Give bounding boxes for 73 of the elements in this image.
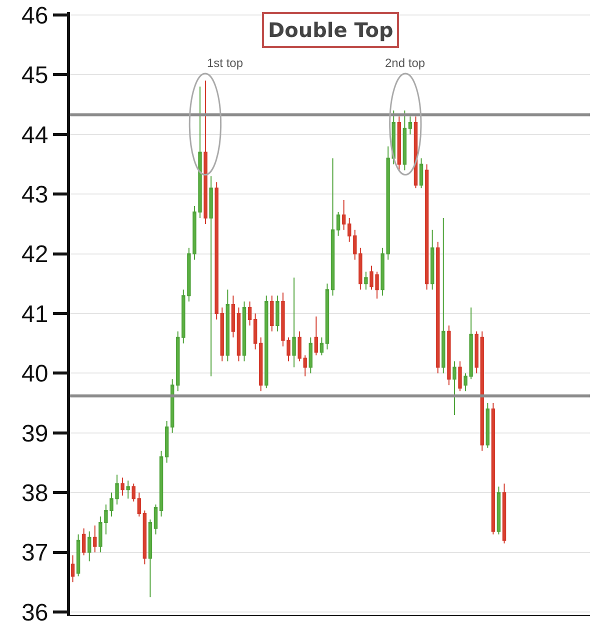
annotation: 1st top (207, 56, 244, 70)
y-tick-label: 38 (21, 480, 48, 508)
candlestick (142, 510, 147, 565)
candlestick (292, 277, 296, 368)
candlestick (408, 116, 412, 135)
y-tick-label: 43 (21, 181, 48, 208)
annotation: 2nd top (385, 56, 426, 70)
candlestick (148, 518, 152, 598)
candlestick (424, 164, 429, 290)
candlestick (93, 524, 97, 553)
candlestick (348, 217, 352, 242)
candlestick (502, 483, 506, 544)
candlestick (330, 158, 335, 296)
candlestick (442, 217, 446, 374)
candlestick (308, 336, 312, 374)
candlestick (82, 528, 86, 556)
candlestick (164, 420, 169, 464)
y-tick-label: 46 (21, 2, 48, 30)
candlestick (170, 378, 174, 434)
candlestick (452, 360, 456, 416)
candlestick (154, 504, 158, 535)
candlestick (320, 336, 324, 356)
candlestick (259, 336, 263, 392)
candlestick (436, 241, 440, 374)
candlestick (132, 483, 136, 502)
y-tick-label: 41 (21, 300, 48, 328)
candlestick (159, 450, 164, 517)
candlestick (474, 330, 478, 374)
candlestick (137, 492, 141, 517)
candlestick (480, 330, 484, 452)
candlestick (204, 80, 208, 224)
y-tick-label: 45 (21, 62, 48, 90)
candlestick (314, 316, 318, 356)
candlestick (231, 295, 236, 338)
candlestick (209, 176, 213, 377)
candlestick (402, 110, 407, 171)
y-tick-label: 39 (21, 420, 48, 448)
candlestick (496, 486, 501, 535)
candlestick (264, 295, 268, 389)
candlestick (88, 530, 92, 562)
candlestick (214, 182, 218, 320)
y-tick-label: 37 (21, 540, 48, 567)
candlestick (458, 360, 462, 392)
candlestick (447, 324, 451, 386)
y-tick-label: 42 (21, 241, 48, 268)
candlestick (176, 330, 180, 392)
candlestick (298, 330, 302, 362)
candlestick (397, 116, 401, 171)
candlestick (276, 295, 280, 332)
y-tick-label: 44 (21, 122, 48, 149)
candlestick (342, 200, 346, 230)
candlestick (303, 354, 307, 377)
candlestick (270, 295, 274, 332)
candlestick (336, 212, 340, 236)
y-tick-label: 36 (21, 599, 48, 626)
candlestick (236, 307, 241, 362)
candlestick (242, 301, 246, 362)
candlestick (253, 313, 258, 350)
candlestick (248, 301, 252, 326)
y-tick-label: 40 (21, 360, 48, 388)
chart-title: Double Top (268, 18, 394, 42)
candlestick (325, 283, 330, 350)
candlestick (76, 534, 80, 577)
candlestick (126, 480, 130, 500)
candlestick (419, 158, 424, 189)
candlestick (120, 477, 124, 496)
candlestick (364, 271, 368, 290)
candlestick (220, 307, 224, 362)
candlestick (226, 289, 230, 362)
candlestick (486, 402, 490, 448)
candlestick (430, 229, 434, 290)
candlestick (491, 402, 496, 535)
candlestick (70, 554, 75, 583)
